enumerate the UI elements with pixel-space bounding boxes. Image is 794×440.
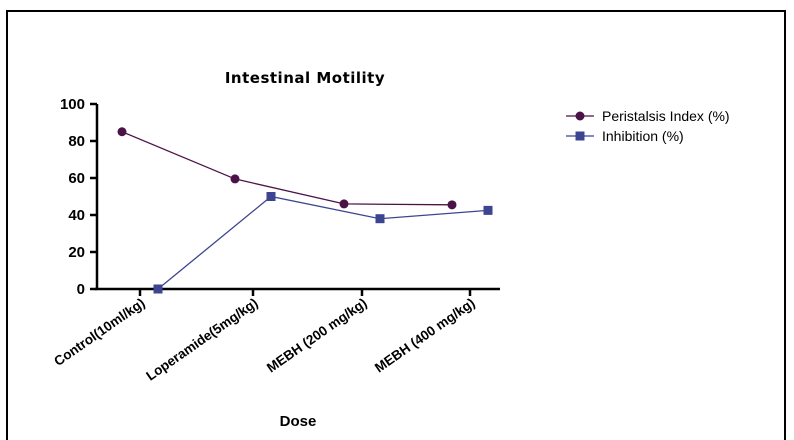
legend-label: Inhibition (%) bbox=[602, 128, 684, 144]
x-tick-label: MEBH (400 mg/kg) bbox=[372, 295, 478, 375]
data-point bbox=[339, 199, 349, 209]
y-tick-label: 20 bbox=[68, 244, 85, 261]
chart-frame bbox=[6, 10, 786, 440]
x-tick-label: Control(10ml/kg) bbox=[51, 295, 147, 369]
data-point bbox=[230, 174, 240, 184]
chart-title: Intestinal Motility bbox=[225, 69, 385, 87]
y-ticks: 0 20 40 60 80 100 bbox=[60, 96, 97, 298]
series-lines bbox=[121, 131, 489, 290]
x-ticks: Control(10ml/kg)Loperamide(5mg/kg) MEBH (… bbox=[51, 289, 478, 384]
data-point bbox=[153, 284, 163, 294]
data-point bbox=[266, 192, 276, 201]
data-point bbox=[483, 205, 493, 215]
series-line bbox=[157, 195, 489, 290]
x-axis-label: Dose bbox=[280, 413, 317, 430]
y-tick-label: 100 bbox=[60, 96, 85, 113]
x-tick-label: MEBH (200 mg/kg) bbox=[264, 295, 370, 375]
x-tick-label: Loperamide(5mg/kg) bbox=[143, 295, 260, 383]
legend-marker bbox=[575, 131, 585, 141]
data-point bbox=[447, 200, 457, 210]
y-tick-label: 60 bbox=[68, 170, 85, 187]
data-point bbox=[375, 214, 385, 224]
series-line bbox=[121, 131, 453, 206]
data-point bbox=[117, 127, 127, 137]
legend-marker bbox=[575, 111, 585, 121]
y-tick-label: 80 bbox=[68, 133, 85, 150]
y-tick-label: 0 bbox=[77, 281, 85, 298]
legend: Peristalsis Index (%) Inhibition (%) bbox=[566, 108, 730, 144]
legend-label: Peristalsis Index (%) bbox=[602, 108, 730, 124]
series-markers bbox=[117, 127, 493, 294]
y-tick-label: 40 bbox=[68, 207, 85, 224]
